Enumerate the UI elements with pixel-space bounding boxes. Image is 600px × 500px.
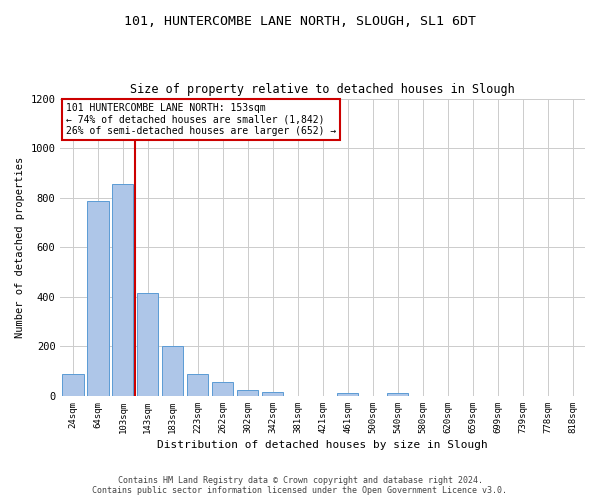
Title: Size of property relative to detached houses in Slough: Size of property relative to detached ho… xyxy=(130,83,515,96)
Bar xyxy=(387,394,408,396)
Bar xyxy=(62,374,83,396)
Text: 101 HUNTERCOMBE LANE NORTH: 153sqm
← 74% of detached houses are smaller (1,842)
: 101 HUNTERCOMBE LANE NORTH: 153sqm ← 74%… xyxy=(65,103,336,136)
Bar xyxy=(212,382,233,396)
Bar xyxy=(237,390,259,396)
Text: 101, HUNTERCOMBE LANE NORTH, SLOUGH, SL1 6DT: 101, HUNTERCOMBE LANE NORTH, SLOUGH, SL1… xyxy=(124,15,476,28)
Bar xyxy=(262,392,283,396)
X-axis label: Distribution of detached houses by size in Slough: Distribution of detached houses by size … xyxy=(157,440,488,450)
Bar xyxy=(137,293,158,396)
Text: Contains HM Land Registry data © Crown copyright and database right 2024.
Contai: Contains HM Land Registry data © Crown c… xyxy=(92,476,508,495)
Bar xyxy=(337,394,358,396)
Bar xyxy=(187,374,208,396)
Bar xyxy=(112,184,133,396)
Bar xyxy=(162,346,184,396)
Y-axis label: Number of detached properties: Number of detached properties xyxy=(15,156,25,338)
Bar xyxy=(87,202,109,396)
